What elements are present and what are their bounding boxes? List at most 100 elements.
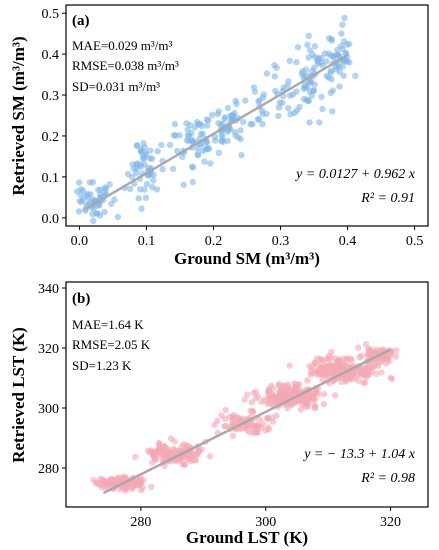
panel-a-point [301,84,309,91]
panel-b-point [376,359,383,366]
panel-b-point [187,457,195,465]
panel-a-point [311,64,318,72]
panel-a-point [311,43,319,50]
panel-a-point [209,111,216,119]
panel-a-point [240,118,247,126]
panel-a-point [196,120,204,128]
panel-b-point [249,408,256,415]
panel-b-ticks: 280 300 320 280 300 320 340 [38,282,401,530]
panel-b-point [365,364,373,371]
panel-a-point [189,164,197,171]
panel-a-sd: SD=0.031 m³/m³ [72,79,160,94]
panel-a-point [300,95,308,103]
panel-b-point [99,476,106,483]
panel-a-xtick-label: 0.3 [272,234,290,249]
panel-b-point [385,353,393,361]
panel-a-point [304,41,311,48]
panel-a-point [286,92,294,99]
panel-a-ticks: 0.0 0.1 0.2 0.3 0.4 0.5 0.0 0.1 0.2 0.3 0.4 0.5 [42,7,424,249]
panel-b-point [314,369,321,377]
panel-a-point [142,194,150,201]
panel-a-point [174,147,181,155]
panel-a-point [325,50,332,57]
panel-a-point [273,64,280,72]
panel-a-point [293,58,300,66]
panel-b-point [241,396,248,403]
panel-a-point [238,152,245,159]
panel-a-point [293,107,301,114]
panel-b-point [92,479,100,486]
panel-b-mae: MAE=1.64 K [72,317,144,332]
panel-a-point [169,165,177,172]
panel-a-point [276,99,284,106]
panel-b-point [263,414,271,422]
panel-b-point [128,481,135,488]
panel-a-ytick-label: 0.5 [42,7,60,22]
panel-a-point [306,119,313,126]
panel-a-point [306,47,314,54]
panel-a-point [137,148,145,155]
panel-a-point [135,195,142,202]
panel-a-point [176,132,183,139]
panel-a-point [150,177,157,184]
panel-b-point [218,412,225,419]
panel-b-point [254,393,262,400]
panel-b-ytick-label: 340 [38,282,59,297]
panel-a-point [337,42,345,49]
panel-a-point [316,119,323,126]
panel-a-point [224,137,231,144]
panel-a-point [142,151,150,159]
panel-a-xtick-label: 0.2 [205,234,223,249]
panel-b-point [171,438,178,445]
panel-b-point [332,392,339,399]
panel-a-point [224,104,232,112]
panel-b-point [176,455,183,463]
panel-a-point [224,128,231,135]
panel-b-point [311,396,319,403]
panel-a-point [114,213,122,221]
panel-b-point [156,445,163,452]
panel-a-point [89,211,96,218]
panel-a-point [227,112,235,120]
panel-a-point [336,83,343,90]
panel-a-point [76,198,84,205]
panel-a-point [339,21,346,28]
panel-b-point [206,453,214,460]
panel-a-mae: MAE=0.029 m³/m³ [72,38,172,53]
panel-b-point [278,392,285,399]
panel-a-point [352,72,359,80]
panel-b-point [360,379,367,386]
panel-a-point [215,108,222,115]
panel-b-xtick-label: 300 [255,515,276,530]
panel-b-point [341,361,349,369]
panel-a-point [79,187,87,194]
panel-b-point [331,370,338,377]
panel-a-point [232,132,239,139]
panel-b-point [149,459,156,466]
panel-b-point [151,453,158,460]
panel-a-point [170,132,178,139]
panel-a-point [256,97,263,104]
panel-a-rmse: RMSE=0.038 m³/m³ [72,58,179,73]
panel-b-label: (b) [72,291,90,307]
panel-a-point [221,115,228,123]
panel-b-r2: R² = 0.98 [360,471,415,486]
panel-a-point [285,105,292,112]
panel-a-point [317,59,324,66]
panel-b-point [296,381,303,388]
panel-b-point [317,355,324,362]
panel-a-point [271,73,278,80]
panel-b-point [351,370,358,377]
panel-a-ytick-label: 0.3 [42,89,60,104]
panel-b-point [112,477,119,484]
panel-a-xtick-label: 0.5 [406,234,424,249]
panel-b-point [321,390,328,398]
panel-a-point [237,127,244,134]
panel-a-point [106,181,113,188]
panel-b-ytick-label: 320 [38,342,59,357]
panel-a-point [293,88,300,95]
panel-a-point [285,78,292,85]
panel-a-point [215,149,222,156]
panel-b-point [244,391,251,398]
